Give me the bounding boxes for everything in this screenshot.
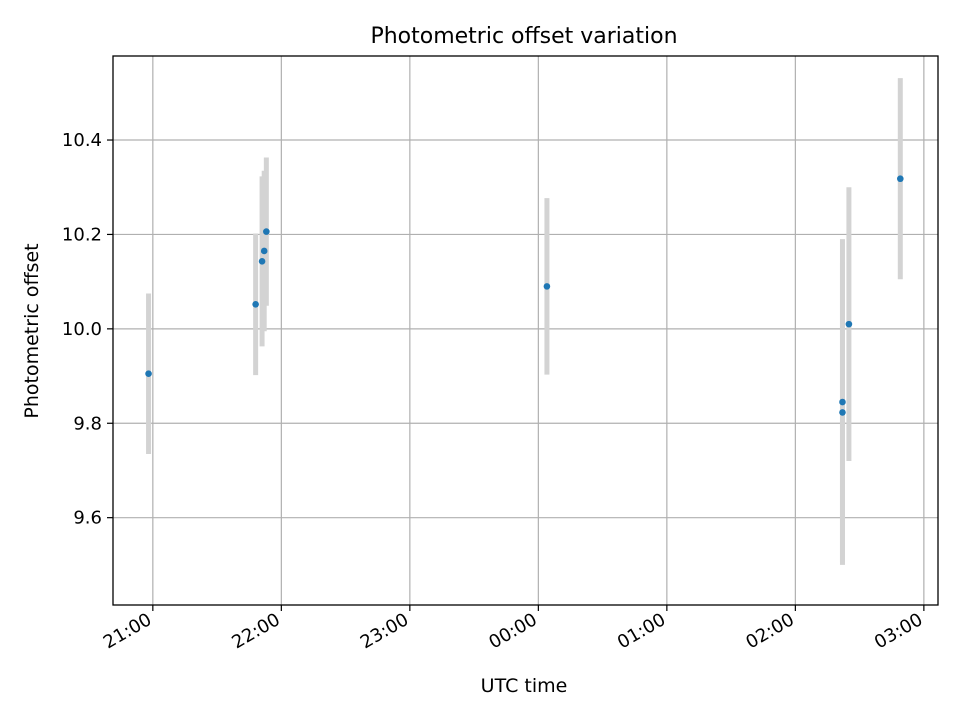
data-point [260, 247, 268, 255]
x-axis-title: UTC time [481, 675, 568, 697]
data-point [897, 175, 904, 183]
grid [113, 56, 938, 605]
chart-title: Photometric offset variation [370, 24, 677, 49]
data-point [839, 398, 846, 406]
data-point [258, 258, 266, 265]
y-tick-label: 9.6 [73, 508, 102, 529]
y-tick-label: 10.0 [62, 319, 102, 340]
data-point [145, 370, 152, 377]
y-axis-title: Photometric offset [21, 243, 43, 418]
data-point [845, 320, 853, 328]
data-point [252, 301, 259, 308]
y-tick-label: 10.2 [62, 224, 102, 245]
data-point [839, 409, 846, 416]
data-points [145, 175, 904, 416]
y-tick-label: 10.4 [62, 130, 102, 151]
data-point [263, 228, 270, 235]
plot-frame [112, 55, 939, 606]
y-tick-label: 9.8 [73, 413, 102, 434]
data-point [543, 283, 551, 290]
